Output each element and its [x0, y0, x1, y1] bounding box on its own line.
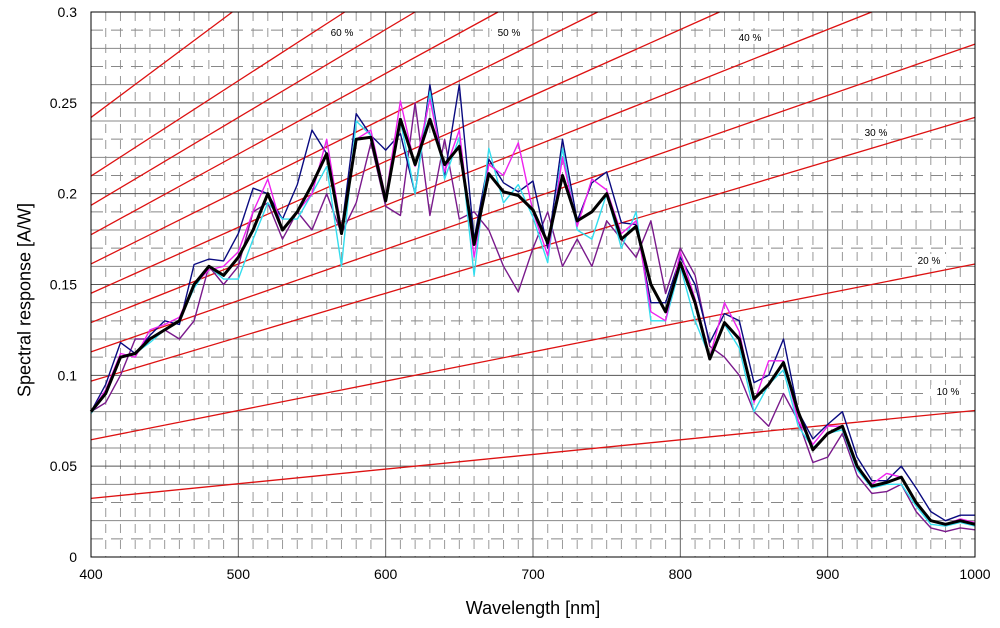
- efficiency-label: 10 %: [937, 387, 960, 398]
- x-tick-label: 900: [816, 566, 840, 582]
- efficiency-label: 20 %: [918, 256, 941, 267]
- efficiency-label-bg: [931, 385, 965, 398]
- data-series: [89, 83, 976, 533]
- grid: [91, 12, 975, 557]
- efficiency-label: 50 %: [498, 28, 521, 39]
- x-tick-label: 800: [669, 566, 693, 582]
- series-line-1: [90, 83, 975, 522]
- efficiency-label-bg: [859, 126, 893, 139]
- y-tick-label: 0.05: [50, 458, 77, 474]
- y-tick-label: 0.3: [58, 4, 78, 20]
- y-tick-label: 0.1: [58, 367, 78, 383]
- efficiency-line: [90, 43, 976, 353]
- x-axis-label: Wavelength [nm]: [466, 598, 600, 618]
- efficiency-label-bg: [492, 26, 526, 39]
- y-tick-label: 0: [69, 549, 77, 565]
- x-tick-label: 1000: [959, 566, 990, 582]
- efficiency-line: [90, 11, 416, 206]
- efficiency-line: [90, 11, 233, 118]
- efficiency-label-bg: [733, 31, 767, 44]
- x-tick-label: 600: [374, 566, 398, 582]
- efficiency-line: [90, 11, 598, 265]
- efficiency-line: [90, 263, 976, 441]
- series-line-0: [89, 117, 976, 526]
- y-tick-label: 0.15: [50, 277, 77, 293]
- tick-labels: 400 500 600 700 800 900 1000 0 0.05 0.1 0.15 0.2 0.2…: [50, 4, 991, 582]
- efficiency-line: [90, 11, 499, 236]
- y-axis-label: Spectral response [A/W]: [14, 203, 34, 397]
- x-tick-label: 500: [227, 566, 251, 582]
- efficiency-labels: 60 % 50 % 40 % 30 % 20 % 10 %: [325, 26, 965, 398]
- efficiency-line: [90, 11, 872, 324]
- efficiency-lines: [90, 11, 976, 500]
- plot-frame: [90, 11, 976, 558]
- efficiency-label: 40 %: [739, 33, 762, 44]
- y-tick-label: 0.25: [50, 95, 77, 111]
- x-tick-label: 700: [521, 566, 545, 582]
- series-line-4: [90, 102, 976, 533]
- efficiency-label-bg: [325, 26, 359, 39]
- efficiency-label-bg: [912, 254, 946, 267]
- efficiency-label: 30 %: [865, 128, 888, 139]
- efficiency-label: 60 %: [331, 28, 354, 39]
- y-tick-label: 0.2: [58, 186, 78, 202]
- efficiency-line: [90, 11, 346, 177]
- x-tick-label: 400: [79, 566, 103, 582]
